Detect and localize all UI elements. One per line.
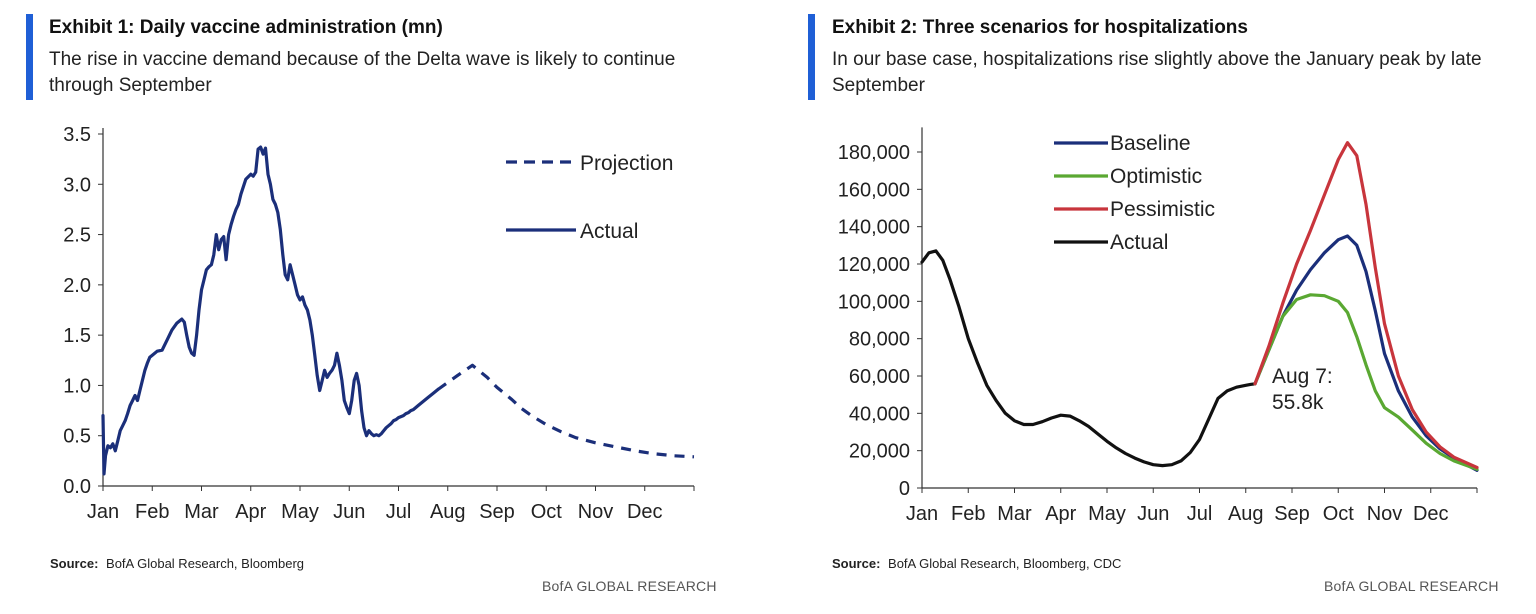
exhibit-2-accent-bar <box>808 14 815 100</box>
exhibit-2-title: Exhibit 2: Three scenarios for hospitali… <box>832 17 1248 38</box>
exhibit-1-y-tick-label: 3.0 <box>63 174 91 196</box>
exhibit-1-x-tick-label: Jun <box>333 501 365 523</box>
exhibit-2-series-actual-line <box>920 249 1257 468</box>
exhibit-1-title: Exhibit 1: Daily vaccine administration … <box>49 17 443 38</box>
legend-baseline-label: Baseline <box>1110 132 1191 155</box>
exhibit-2-y-tick-label: 120,000 <box>838 254 910 276</box>
exhibit-2-y-tick-label: 20,000 <box>849 441 910 463</box>
exhibit-2-x-tick-label: Oct <box>1323 503 1355 525</box>
exhibit-2-x-tick-label: Sep <box>1274 503 1310 525</box>
exhibit-1-x-tick-label: Oct <box>531 501 563 523</box>
exhibit-1-y-tick-label: 2.0 <box>63 275 91 297</box>
exhibit-2-chart: 0 20,000 40,000 60,000 80,000 100,000 120,000 1… <box>838 127 1479 525</box>
legend-pessimistic-label: Pessimistic <box>1110 198 1215 221</box>
exhibit-2-series-optimistic-line <box>1253 293 1479 471</box>
exhibit-2-y-tick-label: 100,000 <box>838 291 910 313</box>
exhibit-1-y-tick-label: 0.0 <box>63 476 91 498</box>
exhibit-1-panel: Exhibit 1: Daily vaccine administration … <box>0 0 740 614</box>
exhibit-2-series-pessimistic-line <box>1253 141 1479 470</box>
exhibit-2-y-tick-label: 160,000 <box>838 179 910 201</box>
annotation-date: Aug 7: <box>1272 365 1333 388</box>
exhibit-2-series-baseline-line <box>1253 234 1479 472</box>
exhibit-1-y-tick-label: 1.5 <box>63 325 91 347</box>
exhibit-1-y-tick-label: 0.5 <box>63 426 91 448</box>
exhibit-2-y-tick-label: 180,000 <box>838 142 910 164</box>
exhibit-2-y-tick-label: 40,000 <box>849 403 910 425</box>
exhibit-2-x-tick-label: Feb <box>951 503 985 525</box>
exhibit-1-source: Source: BofA Global Research, Bloomberg <box>50 556 304 571</box>
exhibit-2-y-tick-label: 140,000 <box>838 217 910 239</box>
exhibit-2-y-tick-label: 80,000 <box>849 329 910 351</box>
exhibit-1-x-tick-label: Apr <box>235 501 266 523</box>
exhibit-1-x-tick-label: Mar <box>184 501 219 523</box>
exhibit-1-y-tick-label: 3.5 <box>63 124 91 146</box>
exhibit-1-y-tick-label: 1.0 <box>63 375 91 397</box>
exhibit-2-source-text: BofA Global Research, Bloomberg, CDC <box>888 556 1122 571</box>
exhibit-2-subtitle: In our base case, hospitalizations rise … <box>832 49 1482 96</box>
exhibit-2-x-tick-label: Jan <box>906 503 938 525</box>
exhibit-1-source-label: Source: <box>50 556 99 571</box>
legend-actual-label: Actual <box>1110 231 1168 254</box>
exhibit-2-x-tick-label: Apr <box>1045 503 1076 525</box>
exhibit-1-x-tick-label: May <box>281 501 319 523</box>
exhibit-2-y-tick-label: 0 <box>899 478 910 500</box>
exhibit-1-x-tick-label: Aug <box>430 501 466 523</box>
exhibit-1-chart: 0.0 0.5 1.0 1.5 2.0 2.5 3.0 3.5 Jan Feb Mar Apr May J… <box>63 124 695 523</box>
exhibit-1-x-tick-label: Jul <box>386 501 412 523</box>
exhibit-1-series-projection-line <box>436 363 695 459</box>
exhibit-2-panel: Exhibit 2: Three scenarios for hospitali… <box>790 0 1536 614</box>
annotation-value: 55.8k <box>1272 391 1324 414</box>
exhibit-1-x-tick-label: Nov <box>578 501 614 523</box>
legend-actual-label: Actual <box>580 220 638 243</box>
exhibit-2-x-tick-label: Jul <box>1187 503 1213 525</box>
exhibit-2-x-tick-label: Mar <box>997 503 1032 525</box>
exhibit-1-subtitle: The rise in vaccine demand because of th… <box>49 49 676 96</box>
exhibit-2-brand: BofA GLOBAL RESEARCH <box>1324 578 1499 594</box>
exhibit-1-accent-bar <box>26 14 33 100</box>
exhibit-2-y-tick-label: 60,000 <box>849 366 910 388</box>
exhibit-1-y-tick-label: 2.5 <box>63 225 91 247</box>
exhibit-2-source: Source: BofA Global Research, Bloomberg,… <box>832 556 1121 571</box>
exhibit-1-x-tick-label: Jan <box>87 501 119 523</box>
legend-projection-label: Projection <box>580 152 673 175</box>
exhibit-1-brand: BofA GLOBAL RESEARCH <box>542 578 717 594</box>
exhibit-1-source-text: BofA Global Research, Bloomberg <box>106 556 305 571</box>
exhibit-1-x-tick-label: Feb <box>135 501 169 523</box>
exhibit-2-x-tick-label: Dec <box>1413 503 1449 525</box>
legend-optimistic-label: Optimistic <box>1110 165 1202 188</box>
exhibit-1-series-actual-line <box>101 145 440 476</box>
exhibit-2-x-tick-label: Aug <box>1228 503 1264 525</box>
exhibit-2-x-tick-label: May <box>1088 503 1126 525</box>
exhibit-2-source-label: Source: <box>832 556 881 571</box>
exhibit-2-x-tick-label: Jun <box>1137 503 1169 525</box>
exhibit-2-x-tick-label: Nov <box>1367 503 1403 525</box>
exhibit-1-x-tick-label: Dec <box>627 501 663 523</box>
exhibit-1-x-tick-label: Sep <box>479 501 515 523</box>
